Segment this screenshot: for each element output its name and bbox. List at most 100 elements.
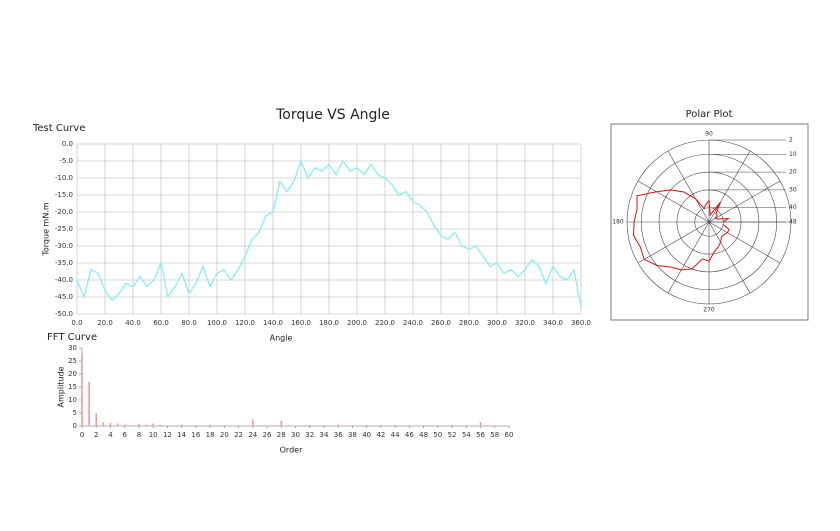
theta-tick-label: 90 — [705, 131, 713, 138]
spoke — [637, 221, 710, 264]
bar — [323, 425, 325, 426]
bar — [195, 425, 197, 426]
spoke — [667, 150, 710, 223]
bar — [294, 425, 297, 426]
bar — [223, 425, 226, 426]
bar — [202, 425, 204, 426]
y-tick-label: 30 — [68, 344, 77, 352]
bar — [95, 413, 98, 426]
x-tick-label: 300.0 — [487, 319, 507, 327]
y-tick-label: -40.0 — [55, 276, 73, 284]
y-tick-label: -5.0 — [59, 157, 73, 165]
y-tick-label: -50.0 — [55, 310, 73, 318]
y-axis-label: Torque mN.m — [42, 202, 51, 257]
bar — [138, 423, 140, 426]
bar — [116, 423, 119, 426]
bar — [337, 424, 339, 426]
x-tick-label: 24 — [248, 431, 257, 439]
x-tick-label: 58 — [490, 431, 499, 439]
bar — [109, 422, 112, 426]
bar — [472, 425, 475, 426]
x-tick-label: 4 — [108, 431, 113, 439]
y-tick-label: 0 — [73, 422, 77, 430]
x-axis-label: Order — [280, 446, 303, 455]
x-tick-label: 0 — [80, 431, 84, 439]
bar — [88, 381, 90, 426]
bar — [429, 425, 432, 426]
bar — [287, 425, 290, 426]
bar — [237, 425, 240, 426]
x-tick-label: 220.0 — [375, 319, 395, 327]
x-axis-label: Angle — [270, 334, 293, 343]
x-tick-label: 100.0 — [207, 319, 227, 327]
r-tick-label: 2 — [789, 137, 793, 144]
bar — [209, 424, 211, 426]
polar-frame — [610, 123, 809, 321]
x-tick-label: 200.0 — [347, 319, 367, 327]
bar — [102, 422, 105, 426]
chart-title: Polar Plot — [686, 109, 733, 120]
x-tick-label: 42 — [376, 431, 385, 439]
bar — [159, 424, 162, 426]
bar — [401, 425, 404, 426]
spoke — [708, 150, 751, 223]
bar — [131, 425, 133, 426]
bar — [422, 424, 425, 426]
x-tick-label: 120.0 — [235, 319, 255, 327]
y-tick-label: 20 — [68, 370, 77, 378]
x-tick-label: 20 — [220, 431, 229, 439]
r-tick-label: 20 — [789, 169, 797, 176]
bar — [216, 425, 219, 426]
x-tick-label: 340.0 — [543, 319, 563, 327]
bar — [180, 424, 183, 426]
bar — [437, 425, 439, 426]
x-tick-label: 60 — [505, 431, 514, 439]
bar — [259, 425, 261, 426]
theta-tick-label: 180 — [612, 219, 624, 226]
bar — [187, 425, 190, 426]
x-tick-label: 38 — [348, 431, 357, 439]
bar — [380, 425, 382, 426]
bar — [501, 425, 503, 426]
bar — [493, 425, 496, 426]
bar — [465, 425, 468, 426]
spoke — [708, 180, 781, 223]
bar — [458, 425, 460, 426]
x-tick-label: 40 — [362, 431, 371, 439]
x-tick-label: 52 — [448, 431, 457, 439]
x-tick-label: 20.0 — [97, 319, 113, 327]
x-tick-label: 28 — [277, 431, 286, 439]
bar — [308, 424, 311, 426]
x-tick-label: 50 — [433, 431, 442, 439]
bar — [81, 353, 83, 426]
x-tick-label: 140.0 — [263, 319, 283, 327]
bar — [166, 425, 169, 426]
x-tick-label: 26 — [263, 431, 272, 439]
x-tick-label: 36 — [334, 431, 343, 439]
x-tick-label: 54 — [462, 431, 471, 439]
bar — [351, 425, 354, 426]
bar — [316, 425, 318, 426]
x-tick-label: 46 — [405, 431, 414, 439]
y-tick-label: -25.0 — [55, 225, 73, 233]
bar — [301, 425, 304, 426]
x-tick-label: 12 — [163, 431, 172, 439]
y-tick-label: 25 — [68, 357, 77, 365]
r-tick-label: 48 — [789, 219, 797, 226]
torque-line — [76, 159, 582, 308]
theta-tick-label: 270 — [703, 307, 715, 314]
bar — [415, 425, 418, 426]
bar — [244, 425, 247, 426]
y-tick-label: -30.0 — [55, 242, 73, 250]
bar — [173, 425, 176, 426]
x-tick-label: 8 — [137, 431, 141, 439]
bar — [280, 420, 283, 426]
x-tick-label: 60.0 — [153, 319, 169, 327]
spoke — [637, 180, 710, 223]
spoke — [708, 221, 751, 294]
bar — [330, 425, 332, 426]
x-tick-label: 22 — [234, 431, 243, 439]
bar — [479, 422, 482, 426]
bar — [408, 425, 411, 426]
